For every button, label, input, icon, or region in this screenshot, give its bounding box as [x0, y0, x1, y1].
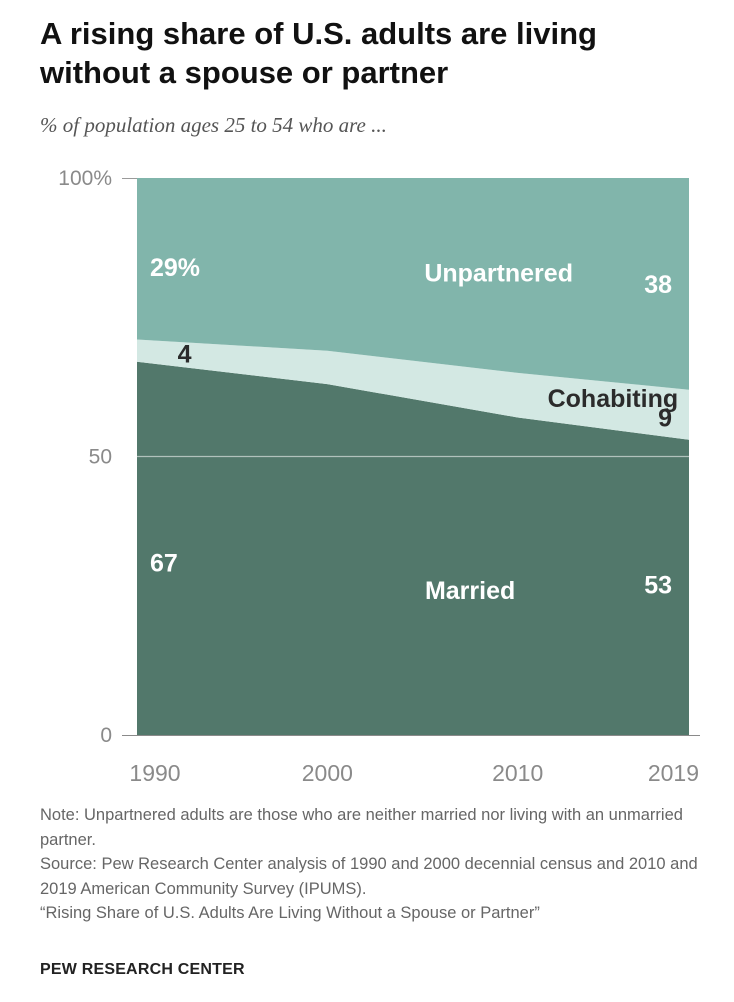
- x-tick-label-1990: 1990: [129, 760, 180, 786]
- area-cohabiting: [137, 339, 689, 440]
- data-label-married-married: Married: [425, 577, 515, 605]
- source-text: Source: Pew Research Center analysis of …: [40, 855, 698, 898]
- data-label-married-53: 53: [644, 572, 672, 600]
- y-tick-label-100: 100%: [58, 167, 112, 190]
- report-title: “Rising Share of U.S. Adults Are Living …: [40, 904, 540, 922]
- axis-layer: 0 50 100% 1990 2000 2010 2019: [58, 167, 700, 786]
- area-layer: [137, 178, 689, 735]
- brand-logo-text: PEW RESEARCH CENTER: [40, 961, 245, 978]
- data-label-married-67: 67: [150, 549, 178, 577]
- chart-subtitle: % of population ages 25 to 54 who are ..…: [40, 113, 387, 137]
- chart-notes: Note: Unpartnered adults are those who a…: [40, 803, 720, 926]
- data-label-cohabiting-cohabiting: Cohabiting: [548, 385, 679, 413]
- stacked-area-chart: 0 50 100% 1990 2000 2010 2019 29% Unpartnered 38…: [58, 167, 700, 786]
- y-tick-label-50: 50: [89, 446, 112, 469]
- data-label-cohabiting-9: 9: [658, 405, 672, 433]
- area-married: [137, 361, 689, 735]
- area-unpartnered: [137, 178, 689, 390]
- x-tick-label-2019: 2019: [648, 760, 699, 786]
- y-tick-label-0: 0: [100, 724, 112, 747]
- note-text: Note: Unpartnered adults are those who a…: [40, 806, 683, 849]
- x-tick-label-2000: 2000: [302, 760, 353, 786]
- x-tick-label-2010: 2010: [492, 760, 543, 786]
- data-label-unpartnered-38: 38: [644, 271, 672, 299]
- data-label-cohabiting-4: 4: [178, 340, 192, 368]
- data-label-unpartnered-unpartnered: Unpartnered: [424, 260, 573, 288]
- data-label-unpartnered-29: 29%: [150, 254, 200, 282]
- chart-title: A rising share of U.S. adults are living…: [40, 16, 597, 90]
